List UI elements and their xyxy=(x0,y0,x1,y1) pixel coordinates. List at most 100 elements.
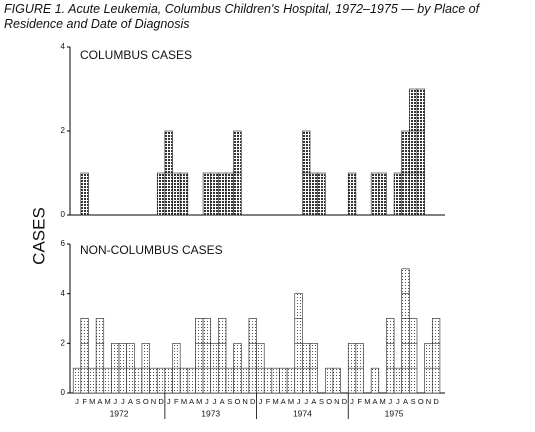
bar xyxy=(156,172,166,216)
y-tick-label: 4 xyxy=(61,289,66,298)
bar xyxy=(393,367,403,394)
x-tick-label: J xyxy=(113,397,117,406)
bar xyxy=(332,367,341,394)
x-tick-label: M xyxy=(273,397,279,406)
y-axis-label: CASES xyxy=(29,207,48,265)
x-tick-label: J xyxy=(388,397,392,406)
bar xyxy=(225,172,234,216)
panel-title: NON-COLUMBUS CASES xyxy=(80,243,223,257)
year-label: 1973 xyxy=(201,408,220,418)
bar xyxy=(416,88,425,216)
x-tick-label: A xyxy=(372,397,377,406)
x-tick-label: J xyxy=(297,397,301,406)
x-tick-label: S xyxy=(319,397,324,406)
x-tick-label: A xyxy=(403,397,408,406)
x-tick-label: M xyxy=(379,397,385,406)
x-tick-label: A xyxy=(128,397,133,406)
x-tick-label: J xyxy=(396,397,400,406)
bar xyxy=(431,318,441,394)
bar xyxy=(378,172,387,216)
x-tick-label: A xyxy=(97,397,102,406)
bar xyxy=(401,268,410,394)
x-tick-label: F xyxy=(82,397,87,406)
bar xyxy=(134,367,143,394)
bar xyxy=(149,367,158,394)
bar xyxy=(248,318,257,394)
x-tick-label: F xyxy=(266,397,271,406)
bar xyxy=(347,172,357,216)
y-tick-label: 6 xyxy=(61,239,66,248)
x-tick-label: M xyxy=(196,397,202,406)
bar xyxy=(72,367,82,394)
x-tick-label: O xyxy=(143,397,149,406)
x-tick-label: J xyxy=(213,397,217,406)
x-tick-label: N xyxy=(242,397,247,406)
x-tick-label: S xyxy=(411,397,416,406)
year-label: 1975 xyxy=(385,408,404,418)
y-tick-label: 4 xyxy=(61,42,66,51)
bar xyxy=(370,172,380,216)
year-label: 1974 xyxy=(293,408,312,418)
bar xyxy=(317,172,326,216)
panel-title: COLUMBUS CASES xyxy=(80,48,192,62)
bar xyxy=(88,367,97,394)
x-tick-label: N xyxy=(151,397,156,406)
bar xyxy=(409,88,418,216)
bar xyxy=(393,172,403,216)
bar xyxy=(271,367,280,394)
bar xyxy=(218,172,227,216)
x-tick-label: D xyxy=(158,397,164,406)
x-tick-label: J xyxy=(205,397,209,406)
bar xyxy=(164,367,173,394)
bar xyxy=(103,367,112,394)
bar xyxy=(80,172,89,216)
x-tick-label: A xyxy=(189,397,194,406)
bar xyxy=(240,367,250,394)
x-tick-label: D xyxy=(250,397,256,406)
x-tick-label: J xyxy=(304,397,308,406)
figure-title: FIGURE 1. Acute Leukemia, Columbus Child… xyxy=(4,2,480,31)
x-tick-label: O xyxy=(418,397,424,406)
x-tick-label: O xyxy=(235,397,241,406)
bar xyxy=(263,367,273,394)
bar xyxy=(187,367,196,394)
bar xyxy=(172,172,181,216)
x-tick-label: M xyxy=(104,397,110,406)
bar xyxy=(210,172,219,216)
x-tick-label: A xyxy=(220,397,225,406)
x-tick-label: D xyxy=(342,397,348,406)
y-tick-label: 0 xyxy=(61,210,66,219)
bar xyxy=(386,318,395,394)
bar xyxy=(202,318,212,394)
bar xyxy=(279,367,288,394)
x-tick-label: A xyxy=(281,397,286,406)
bar xyxy=(309,172,318,216)
year-label: 1972 xyxy=(110,408,129,418)
x-tick-label: F xyxy=(357,397,362,406)
x-tick-label: O xyxy=(326,397,332,406)
x-tick-label: M xyxy=(364,397,370,406)
x-tick-label: J xyxy=(75,397,79,406)
x-tick-label: J xyxy=(121,397,125,406)
bar xyxy=(225,367,234,394)
x-tick-label: S xyxy=(227,397,232,406)
x-tick-label: A xyxy=(311,397,316,406)
y-tick-label: 2 xyxy=(61,338,66,347)
x-tick-label: N xyxy=(334,397,339,406)
bar xyxy=(202,172,212,216)
x-tick-label: M xyxy=(288,397,294,406)
x-tick-label: J xyxy=(350,397,354,406)
y-tick-label: 0 xyxy=(61,388,66,397)
x-tick-label: M xyxy=(89,397,95,406)
bar xyxy=(218,318,227,394)
bar xyxy=(156,367,166,394)
bar xyxy=(80,318,89,394)
x-tick-label: D xyxy=(433,397,439,406)
bar xyxy=(95,318,105,394)
x-tick-label: J xyxy=(259,397,263,406)
bar xyxy=(325,367,334,394)
x-tick-label: S xyxy=(136,397,141,406)
bar xyxy=(179,367,189,394)
